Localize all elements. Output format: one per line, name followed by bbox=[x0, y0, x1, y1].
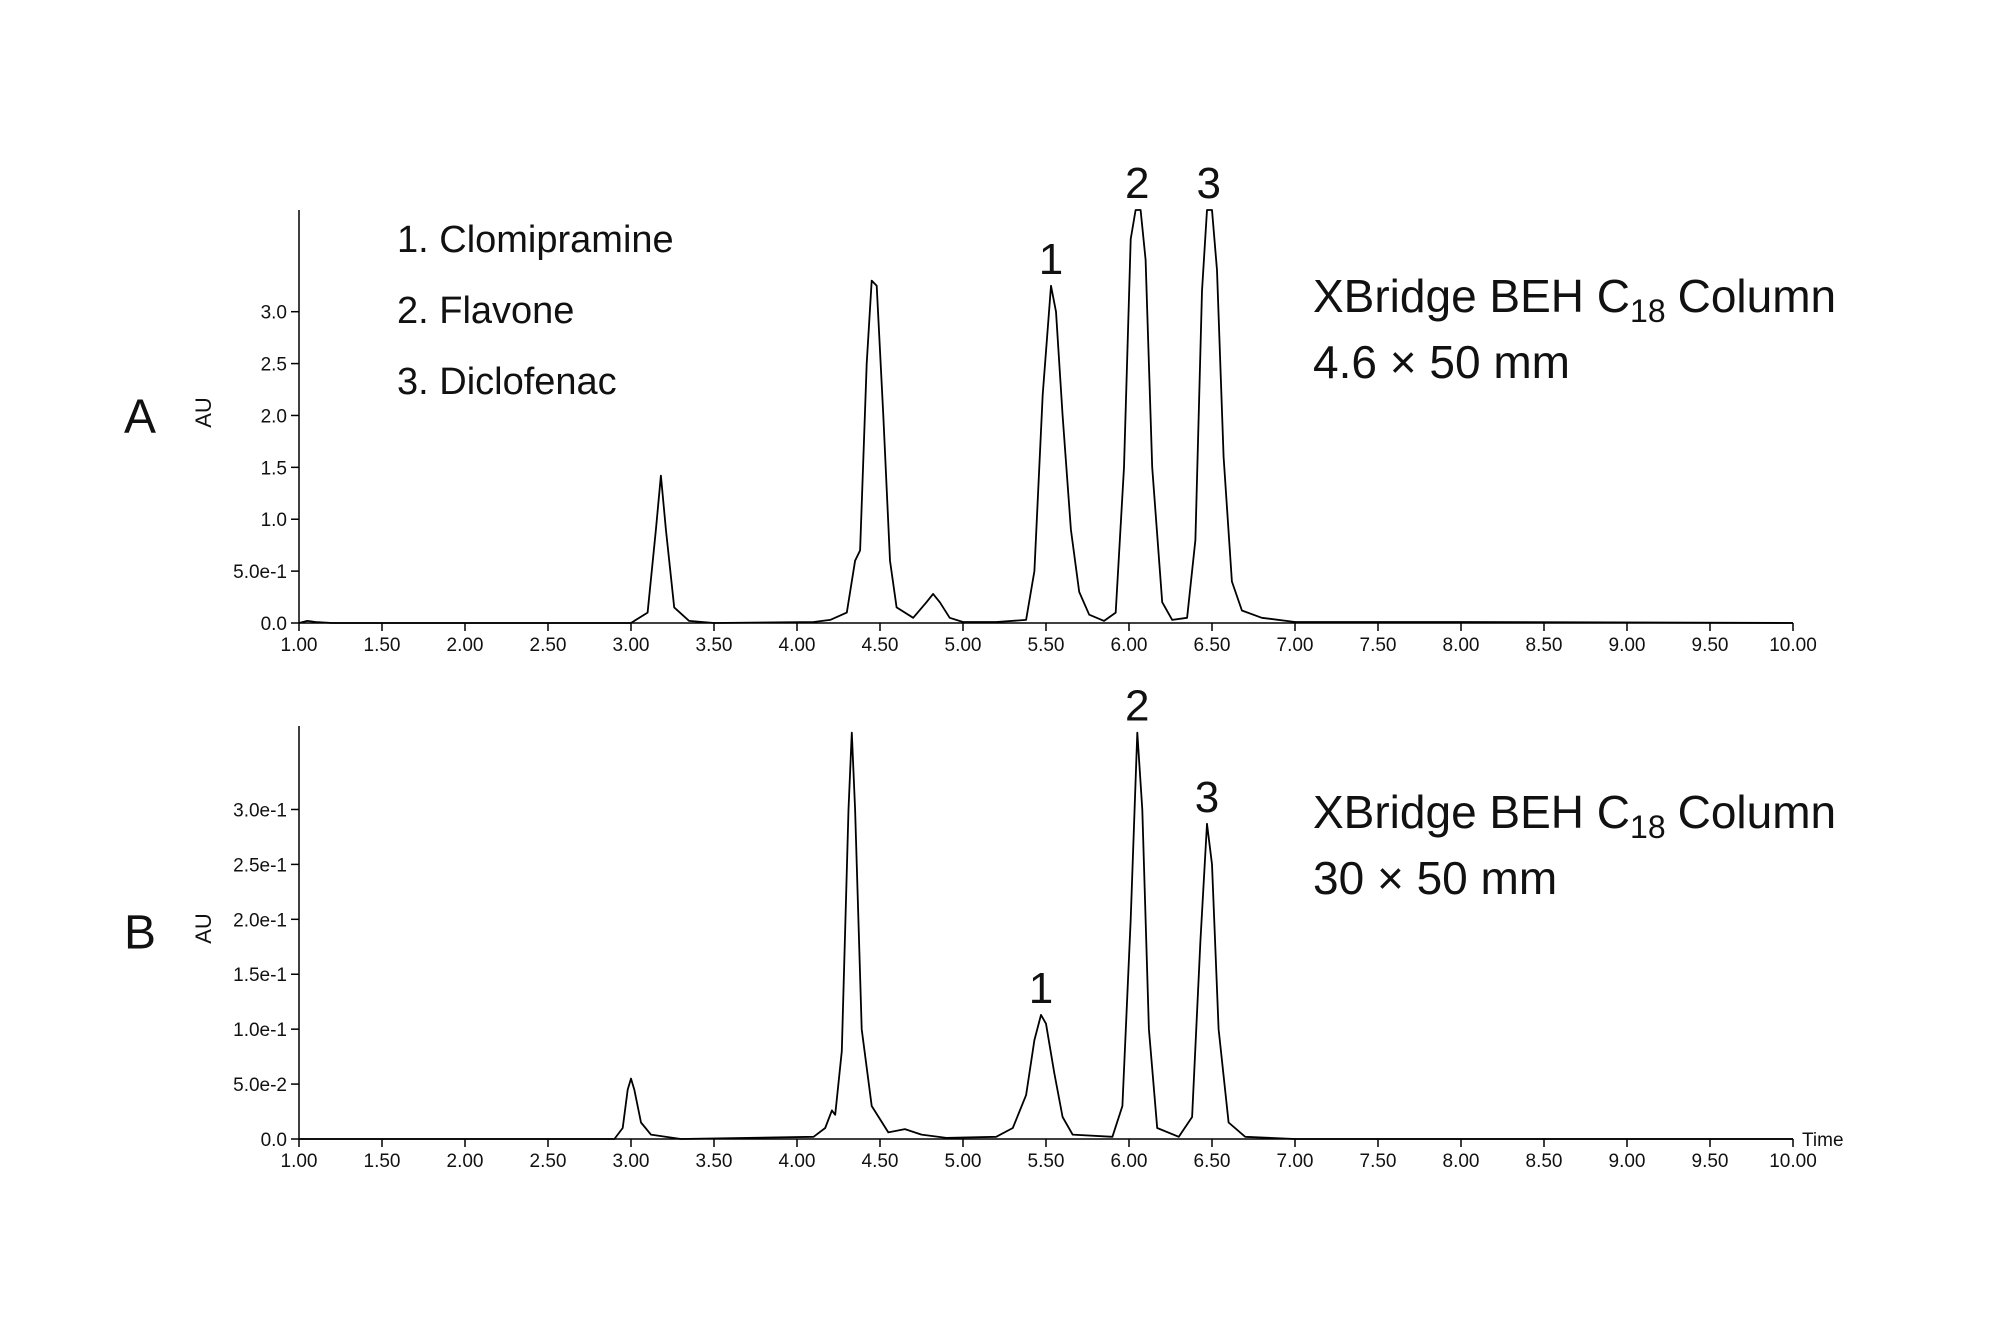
x-tick-label: 3.50 bbox=[696, 1151, 733, 1172]
x-tick-label: 7.00 bbox=[1277, 635, 1314, 656]
x-tick-label: 4.50 bbox=[862, 635, 899, 656]
y-tick-label: 1.0e-1 bbox=[233, 1020, 287, 1041]
chromatogram-trace bbox=[298, 209, 1794, 624]
x-tick-label: 2.50 bbox=[530, 635, 567, 656]
x-tick-label: 7.50 bbox=[1360, 1151, 1397, 1172]
x-tick-label: 3.00 bbox=[613, 635, 650, 656]
panel-label: B bbox=[124, 907, 156, 960]
column-suffix: Column bbox=[1678, 270, 1837, 322]
column-size: 30 × 50 mm bbox=[1313, 852, 1557, 904]
x-tick-label: 1.50 bbox=[364, 635, 401, 656]
y-tick-label: 0.0 bbox=[261, 614, 287, 635]
y-tick-label: 1.0 bbox=[261, 510, 287, 531]
column-subscript: 18 bbox=[1630, 809, 1666, 845]
compound-legend: 1. Clomipramine bbox=[397, 219, 674, 261]
x-tick-label: 2.00 bbox=[447, 635, 484, 656]
x-tick-label: 5.00 bbox=[945, 1151, 982, 1172]
x-tick-label: 1.00 bbox=[281, 1151, 318, 1172]
x-tick-label: 6.00 bbox=[1111, 635, 1148, 656]
x-tick-label: 9.50 bbox=[1692, 1151, 1729, 1172]
panel-label: A bbox=[124, 391, 156, 444]
x-tick-label: 5.50 bbox=[1028, 1151, 1065, 1172]
x-tick-label: 6.50 bbox=[1194, 1151, 1231, 1172]
x-tick-label: 2.00 bbox=[447, 1151, 484, 1172]
x-tick-label: 1.50 bbox=[364, 1151, 401, 1172]
x-tick-label: 8.00 bbox=[1443, 635, 1480, 656]
x-tick-label: 10.00 bbox=[1769, 635, 1817, 656]
column-size: 4.6 × 50 mm bbox=[1313, 336, 1570, 388]
peak-label: 3 bbox=[1195, 773, 1219, 822]
x-tick-label: 8.00 bbox=[1443, 1151, 1480, 1172]
column-name: XBridge BEH C18 Column bbox=[1313, 786, 1836, 845]
x-tick-label: 9.00 bbox=[1609, 635, 1646, 656]
y-axis-label: AU bbox=[191, 913, 216, 944]
y-tick-label: 5.0e-1 bbox=[233, 562, 287, 583]
x-tick-label: 7.50 bbox=[1360, 635, 1397, 656]
y-tick-label: 3.0 bbox=[261, 303, 287, 324]
x-axis-label: Time bbox=[1802, 1130, 1844, 1151]
peak-label: 1 bbox=[1039, 235, 1063, 284]
x-tick-label: 6.00 bbox=[1111, 1151, 1148, 1172]
column-name-main: XBridge BEH C bbox=[1313, 786, 1630, 838]
x-tick-label: 7.00 bbox=[1277, 1151, 1314, 1172]
x-tick-label: 8.50 bbox=[1526, 635, 1563, 656]
x-tick-label: 4.00 bbox=[779, 635, 816, 656]
x-tick-label: 6.50 bbox=[1194, 635, 1231, 656]
chromatogram-trace bbox=[299, 731, 1793, 1140]
x-tick-label: 8.50 bbox=[1526, 1151, 1563, 1172]
x-tick-label: 5.00 bbox=[945, 635, 982, 656]
y-tick-label: 0.0 bbox=[261, 1130, 287, 1151]
x-tick-label: 9.50 bbox=[1692, 635, 1729, 656]
compound-legend: 3. Diclofenac bbox=[397, 361, 617, 403]
x-tick-label: 5.50 bbox=[1028, 635, 1065, 656]
y-tick-label: 5.0e-2 bbox=[233, 1075, 287, 1096]
peak-label: 2 bbox=[1125, 159, 1149, 208]
y-tick-label: 2.0e-1 bbox=[233, 910, 287, 931]
column-suffix: Column bbox=[1678, 786, 1837, 838]
y-tick-label: 1.5 bbox=[261, 458, 287, 479]
column-subscript: 18 bbox=[1630, 293, 1666, 329]
x-tick-label: 9.00 bbox=[1609, 1151, 1646, 1172]
y-tick-label: 2.0 bbox=[261, 406, 287, 427]
x-tick-label: 4.00 bbox=[779, 1151, 816, 1172]
x-tick-label: 1.00 bbox=[281, 635, 318, 656]
y-tick-label: 2.5 bbox=[261, 355, 287, 376]
column-name-main: XBridge BEH C bbox=[1313, 270, 1630, 322]
y-tick-label: 1.5e-1 bbox=[233, 965, 287, 986]
peak-label: 3 bbox=[1196, 159, 1220, 208]
compound-legend: 2. Flavone bbox=[397, 290, 574, 332]
x-tick-label: 4.50 bbox=[862, 1151, 899, 1172]
y-tick-label: 3.0e-1 bbox=[233, 800, 287, 821]
x-tick-label: 10.00 bbox=[1769, 1151, 1817, 1172]
y-axis-label: AU bbox=[191, 397, 216, 428]
x-tick-label: 3.50 bbox=[696, 635, 733, 656]
y-tick-label: 2.5e-1 bbox=[233, 855, 287, 876]
column-name: XBridge BEH C18 Column bbox=[1313, 270, 1836, 329]
x-tick-label: 2.50 bbox=[530, 1151, 567, 1172]
peak-label: 2 bbox=[1125, 682, 1149, 731]
x-tick-label: 3.00 bbox=[613, 1151, 650, 1172]
peak-label: 1 bbox=[1029, 964, 1053, 1013]
